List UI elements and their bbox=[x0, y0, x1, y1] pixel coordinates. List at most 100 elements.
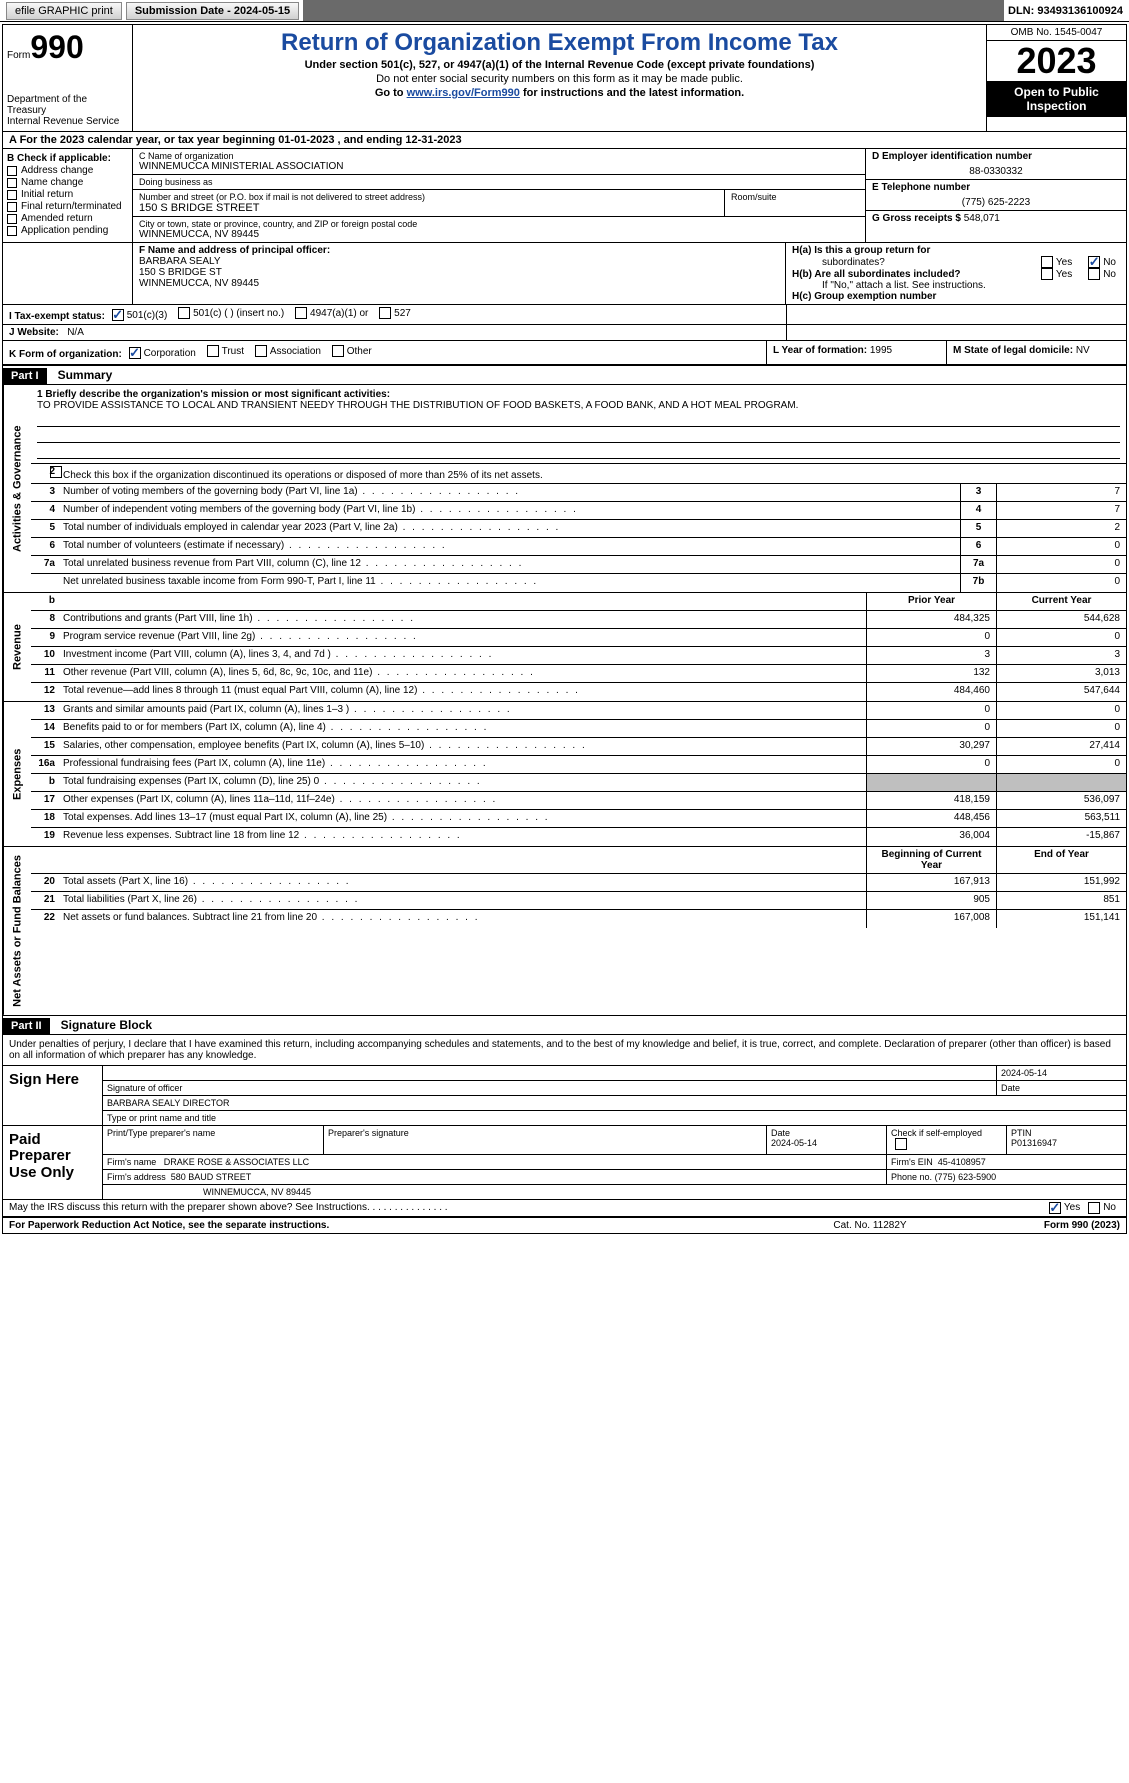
chk-corp[interactable]: Corporation bbox=[129, 347, 196, 359]
sign-sig-label: Signature of officer bbox=[103, 1081, 996, 1095]
footer-right: Form 990 (2023) bbox=[970, 1220, 1120, 1231]
form-subtitle-3: Go to www.irs.gov/Form990 for instructio… bbox=[141, 87, 978, 99]
b-label: B Check if applicable: bbox=[7, 153, 128, 164]
line-11: 11 Other revenue (Part VIII, column (A),… bbox=[31, 665, 1126, 683]
net-body: Beginning of Current Year End of Year 20… bbox=[31, 847, 1126, 1015]
year-formation: 1995 bbox=[870, 345, 892, 356]
chk-other[interactable]: Other bbox=[332, 345, 372, 357]
rule3 bbox=[37, 445, 1120, 459]
rev-header: b Prior Year Current Year bbox=[31, 593, 1126, 611]
discuss-yes[interactable]: Yes bbox=[1049, 1202, 1080, 1214]
e-tel: E Telephone number (775) 625-2223 bbox=[866, 180, 1126, 211]
discuss-no[interactable]: No bbox=[1088, 1202, 1116, 1214]
line-b: b Total fundraising expenses (Part IX, c… bbox=[31, 774, 1126, 792]
firm-addr: 580 BAUD STREET bbox=[171, 1172, 252, 1182]
sign-r1: 2024-05-14 bbox=[103, 1066, 1126, 1081]
form-number: 990 bbox=[30, 29, 83, 65]
line-7a: 7a Total unrelated business revenue from… bbox=[31, 556, 1126, 574]
dln-label: DLN: 93493136100924 bbox=[1008, 5, 1123, 17]
line-8: 8 Contributions and grants (Part VIII, l… bbox=[31, 611, 1126, 629]
net-py-hdr: Beginning of Current Year bbox=[866, 847, 996, 873]
line-17: 17 Other expenses (Part IX, column (A), … bbox=[31, 792, 1126, 810]
col-h: H(a) Is this a group return for subordin… bbox=[786, 243, 1126, 304]
chk-assoc[interactable]: Association bbox=[255, 345, 321, 357]
section-klm: K Form of organization: Corporation Trus… bbox=[3, 341, 1126, 366]
k-label: K Form of organization: bbox=[9, 349, 122, 360]
chk-discontinued[interactable] bbox=[50, 466, 65, 478]
hb-no[interactable]: No bbox=[1088, 268, 1116, 280]
chk-amended-label: Amended return bbox=[21, 213, 93, 224]
room-label: Room/suite bbox=[731, 192, 859, 202]
line-22: 22 Net assets or fund balances. Subtract… bbox=[31, 910, 1126, 928]
form-subtitle-2: Do not enter social security numbers on … bbox=[141, 73, 978, 85]
firm-name-label: Firm's name bbox=[107, 1157, 156, 1167]
prep-body: Print/Type preparer's name Preparer's si… bbox=[103, 1126, 1126, 1199]
chk-application[interactable]: Application pending bbox=[7, 225, 128, 236]
prep-date-cell: Date2024-05-14 bbox=[766, 1126, 886, 1154]
chk-501c[interactable]: 501(c) ( ) (insert no.) bbox=[178, 307, 284, 319]
line-7b: Net unrelated business taxable income fr… bbox=[31, 574, 1126, 592]
chk-4947[interactable]: 4947(a)(1) or bbox=[295, 307, 368, 319]
rule2 bbox=[37, 429, 1120, 443]
chk-trust[interactable]: Trust bbox=[207, 345, 244, 357]
line-12: 12 Total revenue—add lines 8 through 11 … bbox=[31, 683, 1126, 701]
chk-501c3[interactable]: 501(c)(3) bbox=[112, 309, 168, 321]
sign-here: Sign Here 2024-05-14 Signature of office… bbox=[3, 1066, 1126, 1126]
irs-link[interactable]: www.irs.gov/Form990 bbox=[407, 87, 520, 99]
c-city: City or town, state or province, country… bbox=[133, 217, 865, 242]
ein-value: 88-0330332 bbox=[872, 166, 1120, 177]
header-right: OMB No. 1545-0047 2023 Open to Public In… bbox=[986, 25, 1126, 131]
chk-address[interactable]: Address change bbox=[7, 165, 128, 176]
paid-preparer: Paid Preparer Use Only Print/Type prepar… bbox=[3, 1126, 1126, 1200]
form-header: Form990 Department of the Treasury Inter… bbox=[3, 25, 1126, 132]
part1-label: Part I bbox=[3, 368, 47, 384]
chk-final[interactable]: Final return/terminated bbox=[7, 201, 128, 212]
ptin: P01316947 bbox=[1011, 1138, 1057, 1148]
chk-initial[interactable]: Initial return bbox=[7, 189, 128, 200]
chk-name-label: Name change bbox=[21, 177, 83, 188]
form-word: Form bbox=[7, 50, 30, 61]
j-left: J Website: N/A bbox=[3, 325, 786, 340]
goto-pre: Go to bbox=[375, 87, 407, 99]
tel-label: E Telephone number bbox=[872, 182, 1120, 193]
dba-label: Doing business as bbox=[139, 177, 859, 187]
sidebar-netassets: Net Assets or Fund Balances bbox=[3, 847, 31, 1015]
col-b: B Check if applicable: Address change Na… bbox=[3, 149, 133, 242]
open-inspection: Open to Public Inspection bbox=[987, 81, 1126, 117]
chk-527[interactable]: 527 bbox=[379, 307, 411, 319]
line-13: 13 Grants and similar amounts paid (Part… bbox=[31, 702, 1126, 720]
chk-selfemp[interactable] bbox=[895, 1138, 910, 1150]
line-4: 4 Number of independent voting members o… bbox=[31, 502, 1126, 520]
line-16a: 16a Professional fundraising fees (Part … bbox=[31, 756, 1126, 774]
chk-application-label: Application pending bbox=[21, 225, 108, 236]
ha-yes[interactable]: Yes bbox=[1041, 256, 1072, 268]
c-dba: Doing business as bbox=[133, 175, 865, 190]
ptin-cell: PTINP01316947 bbox=[1006, 1126, 1126, 1154]
chk-name[interactable]: Name change bbox=[7, 177, 128, 188]
officer-street: 150 S BRIDGE ST bbox=[139, 267, 779, 278]
omb-number: OMB No. 1545-0047 bbox=[987, 25, 1126, 41]
sign-body: 2024-05-14 Signature of officer Date BAR… bbox=[103, 1066, 1126, 1125]
sign-r2: Signature of officer Date bbox=[103, 1081, 1126, 1096]
line-5: 5 Total number of individuals employed i… bbox=[31, 520, 1126, 538]
line-15: 15 Salaries, other compensation, employe… bbox=[31, 738, 1126, 756]
header-left: Form990 Department of the Treasury Inter… bbox=[3, 25, 133, 131]
exp-body: 13 Grants and similar amounts paid (Part… bbox=[31, 702, 1126, 846]
hb-yes[interactable]: Yes bbox=[1041, 268, 1072, 280]
m-label: M State of legal domicile: bbox=[953, 345, 1073, 356]
ha-row: H(a) Is this a group return for bbox=[792, 245, 1120, 256]
efile-print-button[interactable]: efile GRAPHIC print bbox=[6, 2, 122, 20]
officer-name: BARBARA SEALY bbox=[139, 256, 779, 267]
header-center: Return of Organization Exempt From Incom… bbox=[133, 25, 986, 131]
form-subtitle-1: Under section 501(c), 527, or 4947(a)(1)… bbox=[141, 59, 978, 71]
ha-no[interactable]: No bbox=[1088, 256, 1116, 268]
prep-name-label: Print/Type preparer's name bbox=[103, 1126, 323, 1154]
firm-city: WINNEMUCCA, NV 89445 bbox=[103, 1185, 1126, 1199]
chk-amended[interactable]: Amended return bbox=[7, 213, 128, 224]
mission-label: 1 Briefly describe the organization's mi… bbox=[37, 389, 390, 400]
gov-body: 1 Briefly describe the organization's mi… bbox=[31, 385, 1126, 592]
ha-row2: subordinates? Yes No bbox=[792, 256, 1120, 268]
line-14: 14 Benefits paid to or for members (Part… bbox=[31, 720, 1126, 738]
form-title: Return of Organization Exempt From Incom… bbox=[141, 29, 978, 57]
officer-city: WINNEMUCCA, NV 89445 bbox=[139, 278, 779, 289]
